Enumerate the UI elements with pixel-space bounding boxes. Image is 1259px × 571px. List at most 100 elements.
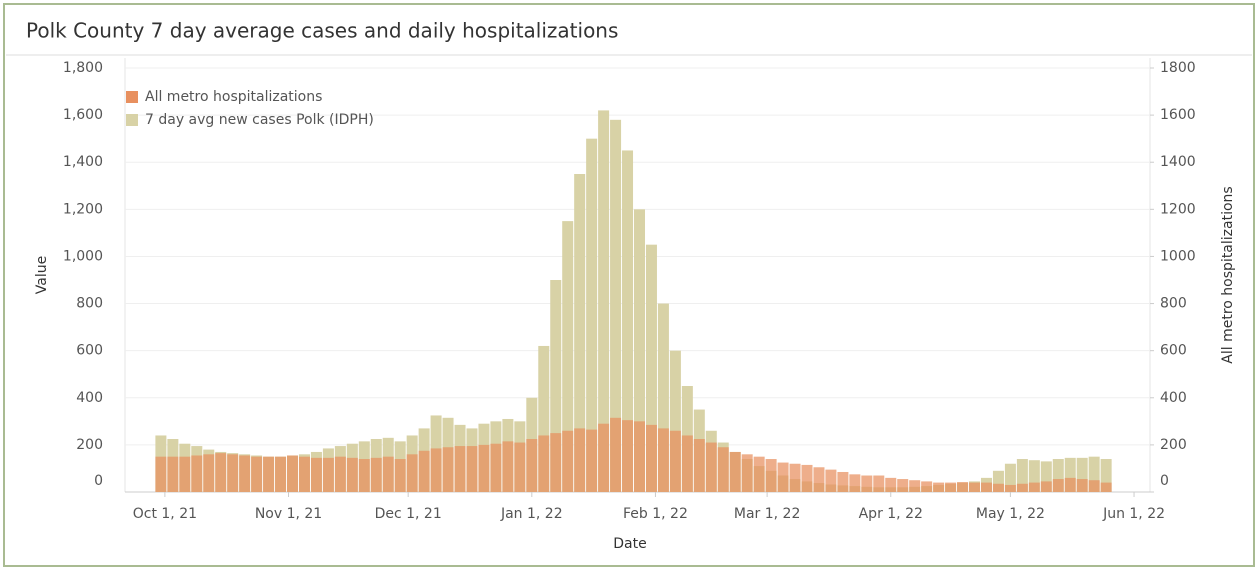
bar xyxy=(1040,481,1052,492)
x-tick-label: Apr 1, 22 xyxy=(859,506,923,522)
y-tick-label: 600 xyxy=(76,343,103,359)
bar xyxy=(358,459,370,492)
bar xyxy=(813,467,825,492)
y2-tick-label: 1000 xyxy=(1160,248,1196,264)
y-tick-label: 0 xyxy=(94,473,103,489)
bar xyxy=(526,439,538,492)
bar xyxy=(1016,459,1028,492)
bar xyxy=(394,459,406,492)
bar xyxy=(992,470,1004,492)
bar xyxy=(1088,456,1100,492)
legend-swatch xyxy=(126,91,138,103)
bar xyxy=(622,420,634,492)
bar xyxy=(645,244,657,492)
x-tick-label: Jun 1, 22 xyxy=(1102,506,1165,522)
bar xyxy=(765,459,777,492)
bar xyxy=(1064,477,1076,492)
bar xyxy=(334,456,346,492)
bar xyxy=(777,462,789,492)
bar xyxy=(957,482,969,492)
bar xyxy=(873,475,885,492)
y2-axis-title: All metro hospitalizations xyxy=(1220,186,1236,363)
bar xyxy=(418,450,430,492)
bar xyxy=(1076,457,1088,492)
bar xyxy=(825,469,837,492)
y-tick-label: 1,400 xyxy=(63,154,103,170)
bar xyxy=(239,455,251,492)
x-axis-title: Date xyxy=(613,536,646,552)
x-tick-label: Mar 1, 22 xyxy=(734,506,801,522)
bar xyxy=(980,482,992,492)
x-tick-label: May 1, 22 xyxy=(976,506,1045,522)
bar xyxy=(538,435,550,492)
bar xyxy=(992,483,1004,492)
bar xyxy=(538,345,550,492)
bar xyxy=(1052,459,1064,492)
x-tick-label: Feb 1, 22 xyxy=(623,506,688,522)
bar xyxy=(897,479,909,492)
chart-title: Polk County 7 day average cases and dail… xyxy=(26,19,618,43)
x-tick-label: Oct 1, 21 xyxy=(133,506,197,522)
bar xyxy=(1076,479,1088,492)
bar xyxy=(155,456,167,492)
bar xyxy=(562,430,574,492)
bar xyxy=(622,150,634,492)
bar xyxy=(263,456,275,492)
bar xyxy=(909,480,921,492)
bar xyxy=(669,350,681,492)
bar xyxy=(191,455,203,492)
x-tick-label: Nov 1, 21 xyxy=(255,506,322,522)
legend-swatch xyxy=(126,114,138,126)
legend-label: All metro hospitalizations xyxy=(145,89,322,105)
bar xyxy=(1100,482,1112,492)
bar xyxy=(430,448,442,492)
y-tick-label: 800 xyxy=(76,296,103,312)
bar xyxy=(406,454,418,492)
bar xyxy=(298,456,310,492)
bar xyxy=(586,429,598,492)
bar xyxy=(586,138,598,492)
bar xyxy=(1016,483,1028,492)
y-tick-label: 1,200 xyxy=(63,201,103,217)
y-tick-label: 1,000 xyxy=(63,248,103,264)
bar xyxy=(1028,482,1040,492)
bar xyxy=(562,221,574,492)
series xyxy=(155,417,1112,492)
bar xyxy=(502,441,514,492)
bar xyxy=(681,435,693,492)
bar xyxy=(885,477,897,492)
bar xyxy=(322,457,334,492)
bar xyxy=(1100,459,1112,492)
y2-tick-label: 200 xyxy=(1160,437,1187,453)
bar xyxy=(657,428,669,492)
bar xyxy=(1052,479,1064,492)
x-tick-label: Dec 1, 21 xyxy=(375,506,442,522)
bar xyxy=(598,423,610,492)
bar xyxy=(693,439,705,492)
bar xyxy=(1064,457,1076,492)
bar xyxy=(1004,463,1016,492)
bar xyxy=(275,456,287,492)
bar xyxy=(466,446,478,492)
bar xyxy=(801,464,813,492)
bar xyxy=(729,451,741,492)
y2-tick-label: 800 xyxy=(1160,296,1187,312)
bar xyxy=(478,444,490,492)
bar xyxy=(179,456,191,492)
y2-tick-label: 1800 xyxy=(1160,60,1196,76)
bar xyxy=(1040,461,1052,492)
y2-tick-label: 0 xyxy=(1160,473,1169,489)
y-tick-label: 200 xyxy=(76,437,103,453)
bar xyxy=(933,482,945,492)
bar xyxy=(167,456,179,492)
bar xyxy=(610,119,622,493)
y2-tick-label: 1400 xyxy=(1160,154,1196,170)
bar xyxy=(346,457,358,492)
bar xyxy=(921,481,933,492)
y2-tick-label: 1200 xyxy=(1160,201,1196,217)
bar xyxy=(203,454,215,492)
bar xyxy=(251,456,263,492)
bar xyxy=(370,457,382,492)
bar xyxy=(657,303,669,492)
bar xyxy=(574,428,586,492)
